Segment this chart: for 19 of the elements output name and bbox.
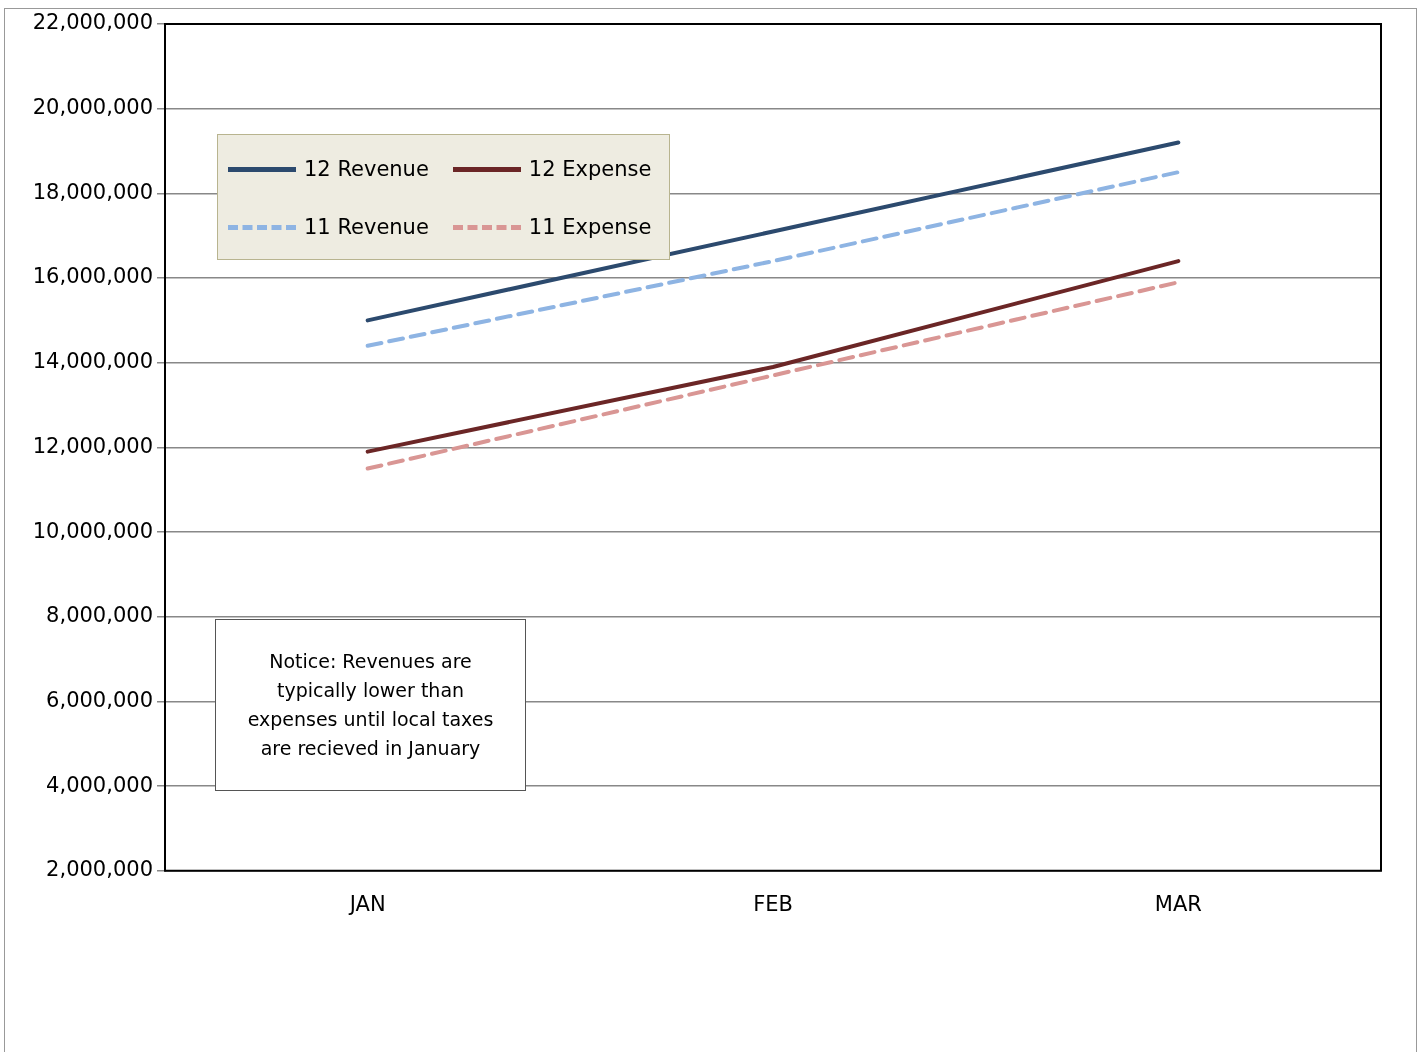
y-tick-label: 10,000,000 — [32, 518, 153, 543]
y-tick-label: 20,000,000 — [32, 95, 153, 120]
y-tick-label: 14,000,000 — [32, 349, 153, 374]
x-tick-label: JAN — [347, 891, 386, 916]
y-tick-label: 22,000,000 — [32, 10, 153, 35]
y-tick-label: 8,000,000 — [46, 603, 153, 628]
y-tick-label: 6,000,000 — [46, 687, 153, 712]
y-tick-label: 18,000,000 — [32, 179, 153, 204]
y-tick-label: 4,000,000 — [46, 772, 153, 797]
text-box: Notice: Revenues are typically lower than expenses until local taxes are recieved in January — [215, 619, 526, 791]
x-tick-label: FEB — [753, 891, 793, 916]
legend-label: 11 Revenue — [304, 215, 429, 239]
y-tick-label: 16,000,000 — [32, 264, 153, 289]
legend-label: 12 Expense — [528, 157, 652, 181]
y-tick-label: 12,000,000 — [32, 433, 153, 458]
x-tick-label: MAR — [1154, 891, 1202, 916]
legend-label: 12 Revenue — [304, 157, 429, 181]
y-tick-label: 2,000,000 — [46, 857, 153, 882]
legend-label: 11 Expense — [528, 215, 652, 239]
